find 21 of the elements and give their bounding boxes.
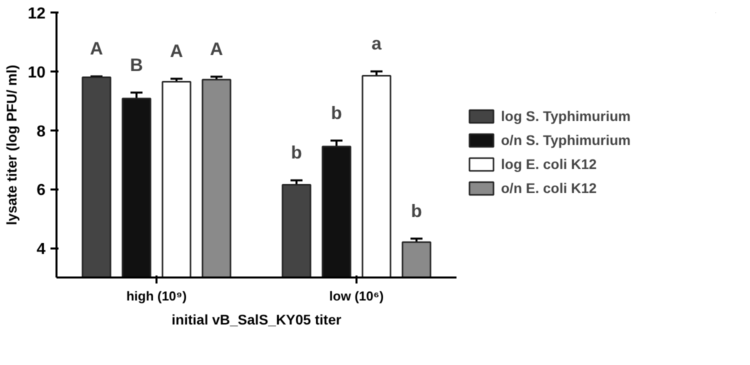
annotation: B xyxy=(130,54,143,75)
legend-label: log E. coli K12 xyxy=(501,156,597,172)
y-tick-label: 10 xyxy=(28,64,46,82)
annotation: b xyxy=(291,142,302,163)
y-tick-label: 6 xyxy=(36,182,46,200)
annotation: A xyxy=(210,39,223,60)
x-tick-label: high (10⁹) xyxy=(126,288,187,304)
y-tick-label: 4 xyxy=(36,241,46,258)
legend-label: o/n E. coli K12 xyxy=(501,180,597,196)
annotation: b xyxy=(331,102,342,123)
annotation: A xyxy=(90,38,103,59)
y-axis-title: lysate titer (log PFU/ ml) xyxy=(4,64,20,226)
legend-label: o/n S. Typhimurium xyxy=(501,132,631,148)
annotation: a xyxy=(371,34,382,54)
x-tick-label: low (10⁶) xyxy=(329,288,384,304)
legend-label: log S. Typhimurium xyxy=(501,108,631,124)
annotation: b xyxy=(411,200,422,221)
x-axis-title: initial vB_SalS_KY05 titer xyxy=(172,312,342,328)
y-tick-label: 12 xyxy=(28,6,46,22)
annotation: A xyxy=(170,41,183,62)
y-tick-label: 8 xyxy=(36,123,46,140)
